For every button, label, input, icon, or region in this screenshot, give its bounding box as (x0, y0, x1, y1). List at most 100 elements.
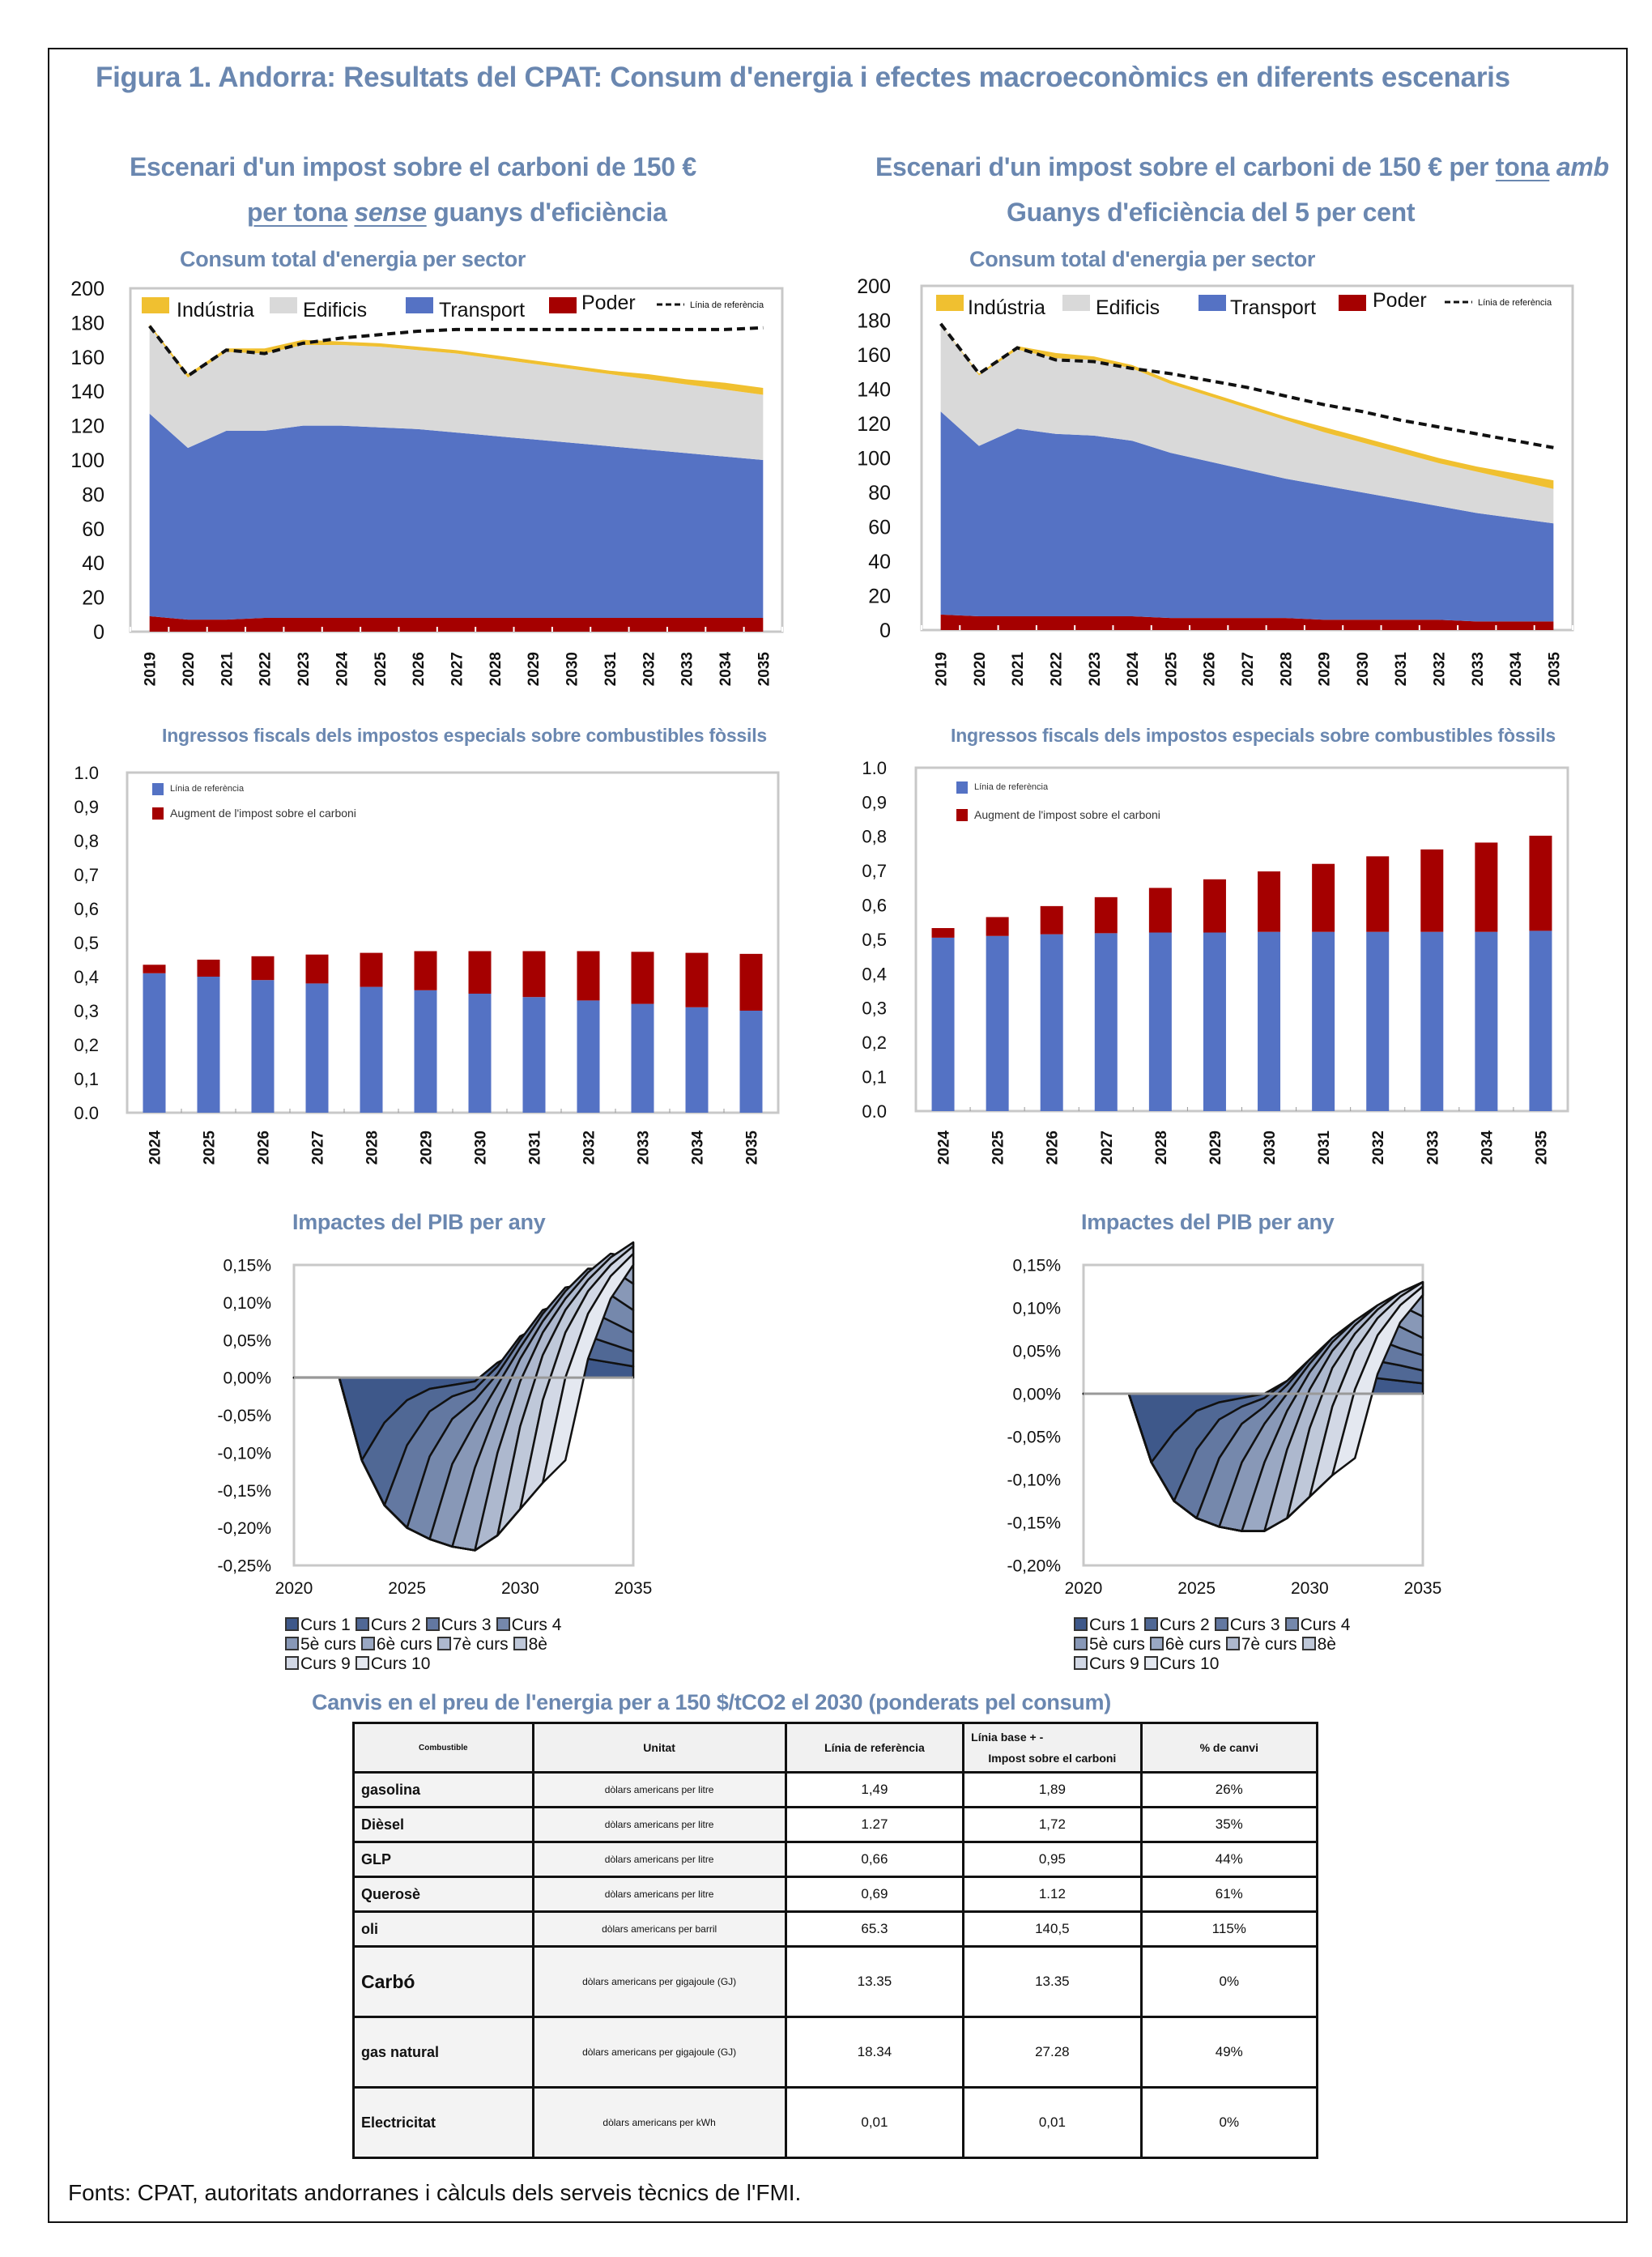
carbon-tax-price-cell: 1,72 (962, 1806, 1143, 1843)
gdp-legend-right: Curs 1 Curs 2 Curs 3 Curs 4 5è curs 6è curs 7è… (1074, 1616, 1355, 1674)
revenue-chart-left: 2024 2025 2026 2027 2028 2029 2030 2031 2032 2033… (74, 763, 780, 1165)
area-poder (940, 614, 1554, 630)
area-cohort-10 (1082, 1285, 1424, 1532)
legend-label: Curs 3 (1229, 1616, 1280, 1634)
x-tick-label: 2027 (449, 652, 466, 686)
x-tick-label: 2034 (1508, 652, 1525, 687)
legend-swatch (1062, 295, 1090, 311)
bar-carbon-tax (1366, 856, 1390, 932)
x-tick-label: 2020 (972, 652, 989, 686)
bar-carbon-tax (1420, 849, 1444, 932)
bar-carbon-tax (414, 951, 437, 990)
x-tick-label: 2031 (527, 1131, 544, 1165)
legend-label: Línia de referència (974, 782, 1049, 792)
legend-label: Edificis (1096, 296, 1160, 319)
bar-reference (1094, 933, 1118, 1111)
chart-title-energy-left: Consum total d'energia per sector (180, 247, 526, 271)
x-tick-label: 2035 (756, 652, 773, 687)
table-row: Electricitat dòlars americans per kWh 0,01… (352, 2086, 1319, 2159)
reference-line (148, 325, 764, 378)
unit-cell: dòlars americans per kWh (531, 2086, 787, 2159)
table-row: GLP dòlars americans per litre 0,66 0,95 44% (352, 1841, 1319, 1878)
legend-label: 8è (528, 1635, 547, 1654)
x-tick-label: 2032 (641, 652, 658, 686)
legend-row: Curs 1 Curs 2 Curs 3 Curs 4 (1074, 1616, 1355, 1635)
legend-swatch (425, 1617, 440, 1631)
y-tick-label: 0,7 (862, 861, 887, 881)
table-header-row: Combustible Unitat Línia de referència L… (352, 1722, 1319, 1774)
legend-label: Transport (1230, 296, 1316, 319)
bar-reference (1366, 931, 1390, 1111)
area-edificis (149, 326, 764, 460)
legend-item: Curs 3 (425, 1616, 492, 1635)
legend-swatch (152, 807, 164, 820)
legend-label: Línia de referència (170, 784, 245, 794)
unit-cell: dòlars americans per litre (531, 1876, 787, 1913)
legend-swatch (152, 783, 164, 795)
legend-item: Curs 3 (1214, 1616, 1280, 1635)
y-tick-label: 20 (868, 586, 891, 608)
x-tick-label: 2026 (1202, 652, 1219, 686)
x-tick-label: 2028 (364, 1131, 381, 1165)
y-tick-label: 0,10% (223, 1294, 271, 1313)
y-tick-label: -0,25% (217, 1557, 271, 1576)
table-row: gas natural dòlars americans per gigajoul… (352, 2016, 1319, 2089)
reference-price-cell: 13.35 (784, 1945, 965, 2018)
legend-swatch (142, 297, 169, 313)
y-tick-label: 40 (82, 552, 104, 575)
percent-change-cell: 0% (1139, 2086, 1319, 2159)
bar-reference (1312, 931, 1335, 1111)
bar-reference (305, 983, 329, 1113)
y-tick-label: -0,20% (217, 1519, 271, 1538)
x-tick-label: 2022 (258, 652, 275, 686)
x-tick-label: 2025 (1163, 652, 1180, 687)
y-tick-label: -0,05% (1007, 1429, 1061, 1447)
legend-label: Curs 10 (370, 1654, 431, 1673)
legend-swatch (956, 781, 968, 794)
x-tick-label: 2030 (564, 652, 581, 686)
y-tick-label: 0,9 (862, 792, 887, 812)
y-tick-label: 80 (82, 483, 104, 506)
legend-swatch (1301, 1637, 1316, 1650)
percent-change-cell: 35% (1139, 1806, 1319, 1843)
bar-reference (414, 990, 437, 1113)
x-tick-label: 2033 (1424, 1131, 1441, 1165)
legend-item: 5è curs (1074, 1635, 1145, 1654)
y-tick-label: 0,05% (223, 1331, 271, 1350)
legend-label: Edificis (303, 299, 367, 322)
fuel-cell: gasolina (352, 1771, 534, 1808)
carbon-tax-price-cell: 27.28 (962, 2016, 1143, 2089)
x-tick-label: 2026 (256, 1131, 273, 1165)
x-tick-label: 2035 (744, 1131, 761, 1165)
legend-item: 7è curs (1225, 1635, 1297, 1654)
y-tick-label: 0,1 (74, 1069, 99, 1089)
y-tick-label: 0,8 (74, 831, 99, 851)
header-line2: Impost sobre el carboni (988, 1752, 1117, 1765)
x-tick-label: 2030 (1355, 652, 1372, 686)
legend-label: 7è curs (452, 1635, 509, 1654)
y-tick-label: 0,1 (862, 1067, 887, 1088)
fuel-cell: GLP (352, 1841, 534, 1878)
legend-label: Augment de l'impost sobre el carboni (170, 807, 356, 820)
x-tick-label: 2021 (1010, 652, 1027, 687)
reference-price-cell: 0,69 (784, 1876, 965, 1913)
legend-label: 5è curs (1089, 1635, 1145, 1654)
reference-price-cell: 0,66 (784, 1841, 965, 1878)
y-tick-label: 0.0 (862, 1101, 887, 1122)
legend-label: Poder (581, 292, 636, 314)
y-tick-label: 120 (857, 413, 891, 436)
bar-reference (251, 980, 275, 1113)
x-tick-label: 2024 (334, 652, 351, 687)
bar-carbon-tax (1040, 905, 1063, 935)
revenue-chart-right: 2024 2025 2026 2027 2028 2029 2030 2031 2032 2033… (862, 758, 1569, 1165)
x-tick-label: 2019 (934, 652, 951, 686)
y-tick-label: 40 (868, 551, 891, 573)
x-tick-label: 2033 (679, 652, 696, 686)
bar-reference (1420, 931, 1444, 1111)
y-tick-label: 0,8 (862, 827, 887, 847)
legend-item: 7è curs (436, 1635, 509, 1654)
plot-area (126, 771, 780, 1114)
bar-reference (1203, 932, 1226, 1111)
x-tick-label: 2029 (526, 652, 543, 686)
x-tick-label: 2035 (1546, 652, 1563, 687)
